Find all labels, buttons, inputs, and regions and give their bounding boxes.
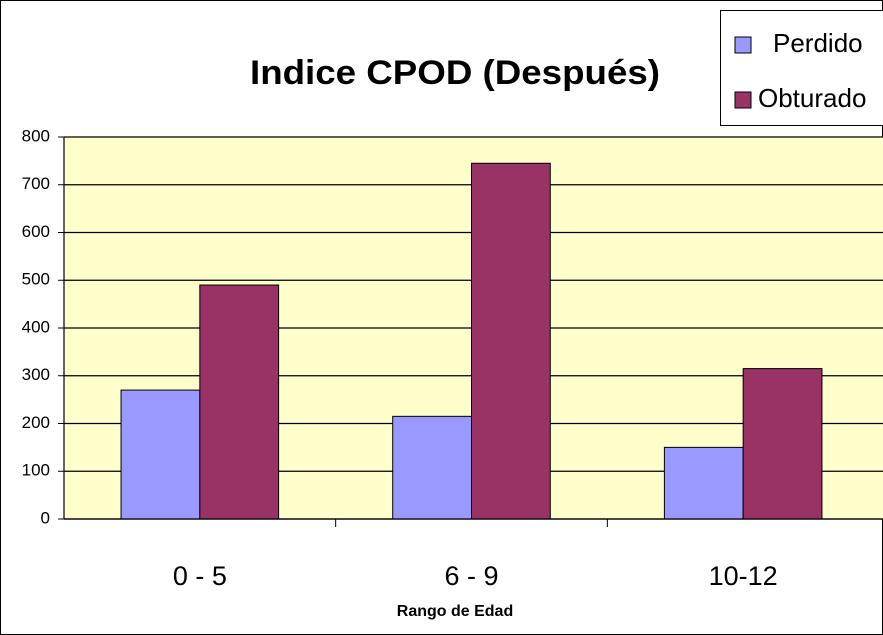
bar	[663, 446, 744, 520]
y-tick-label: 600	[22, 222, 50, 241]
y-tick-label: 400	[22, 317, 50, 336]
legend-swatch	[734, 91, 752, 109]
x-tick-label: 6 - 9	[444, 561, 498, 591]
y-tick-label: 500	[22, 270, 50, 289]
legend-swatch	[734, 36, 752, 54]
x-tick-label: 0 - 5	[173, 561, 227, 591]
y-tick-label: 200	[22, 413, 50, 432]
bar	[392, 415, 473, 520]
bar	[471, 162, 551, 520]
legend-label: Perdido	[773, 28, 863, 58]
bar	[120, 389, 201, 520]
chart-title: Indice CPOD (Después)	[250, 54, 660, 92]
legend-label: Obturado	[758, 83, 866, 113]
y-tick-label: 800	[22, 126, 50, 145]
bar	[742, 368, 823, 520]
x-axis-label: Rango de Edad	[397, 603, 513, 620]
y-tick-label: 0	[41, 508, 50, 527]
y-tick-label: 300	[22, 365, 50, 384]
y-tick-label: 700	[22, 174, 50, 193]
bar	[199, 284, 280, 520]
x-tick-label: 10-12	[709, 561, 778, 591]
y-tick-label: 100	[22, 461, 50, 480]
